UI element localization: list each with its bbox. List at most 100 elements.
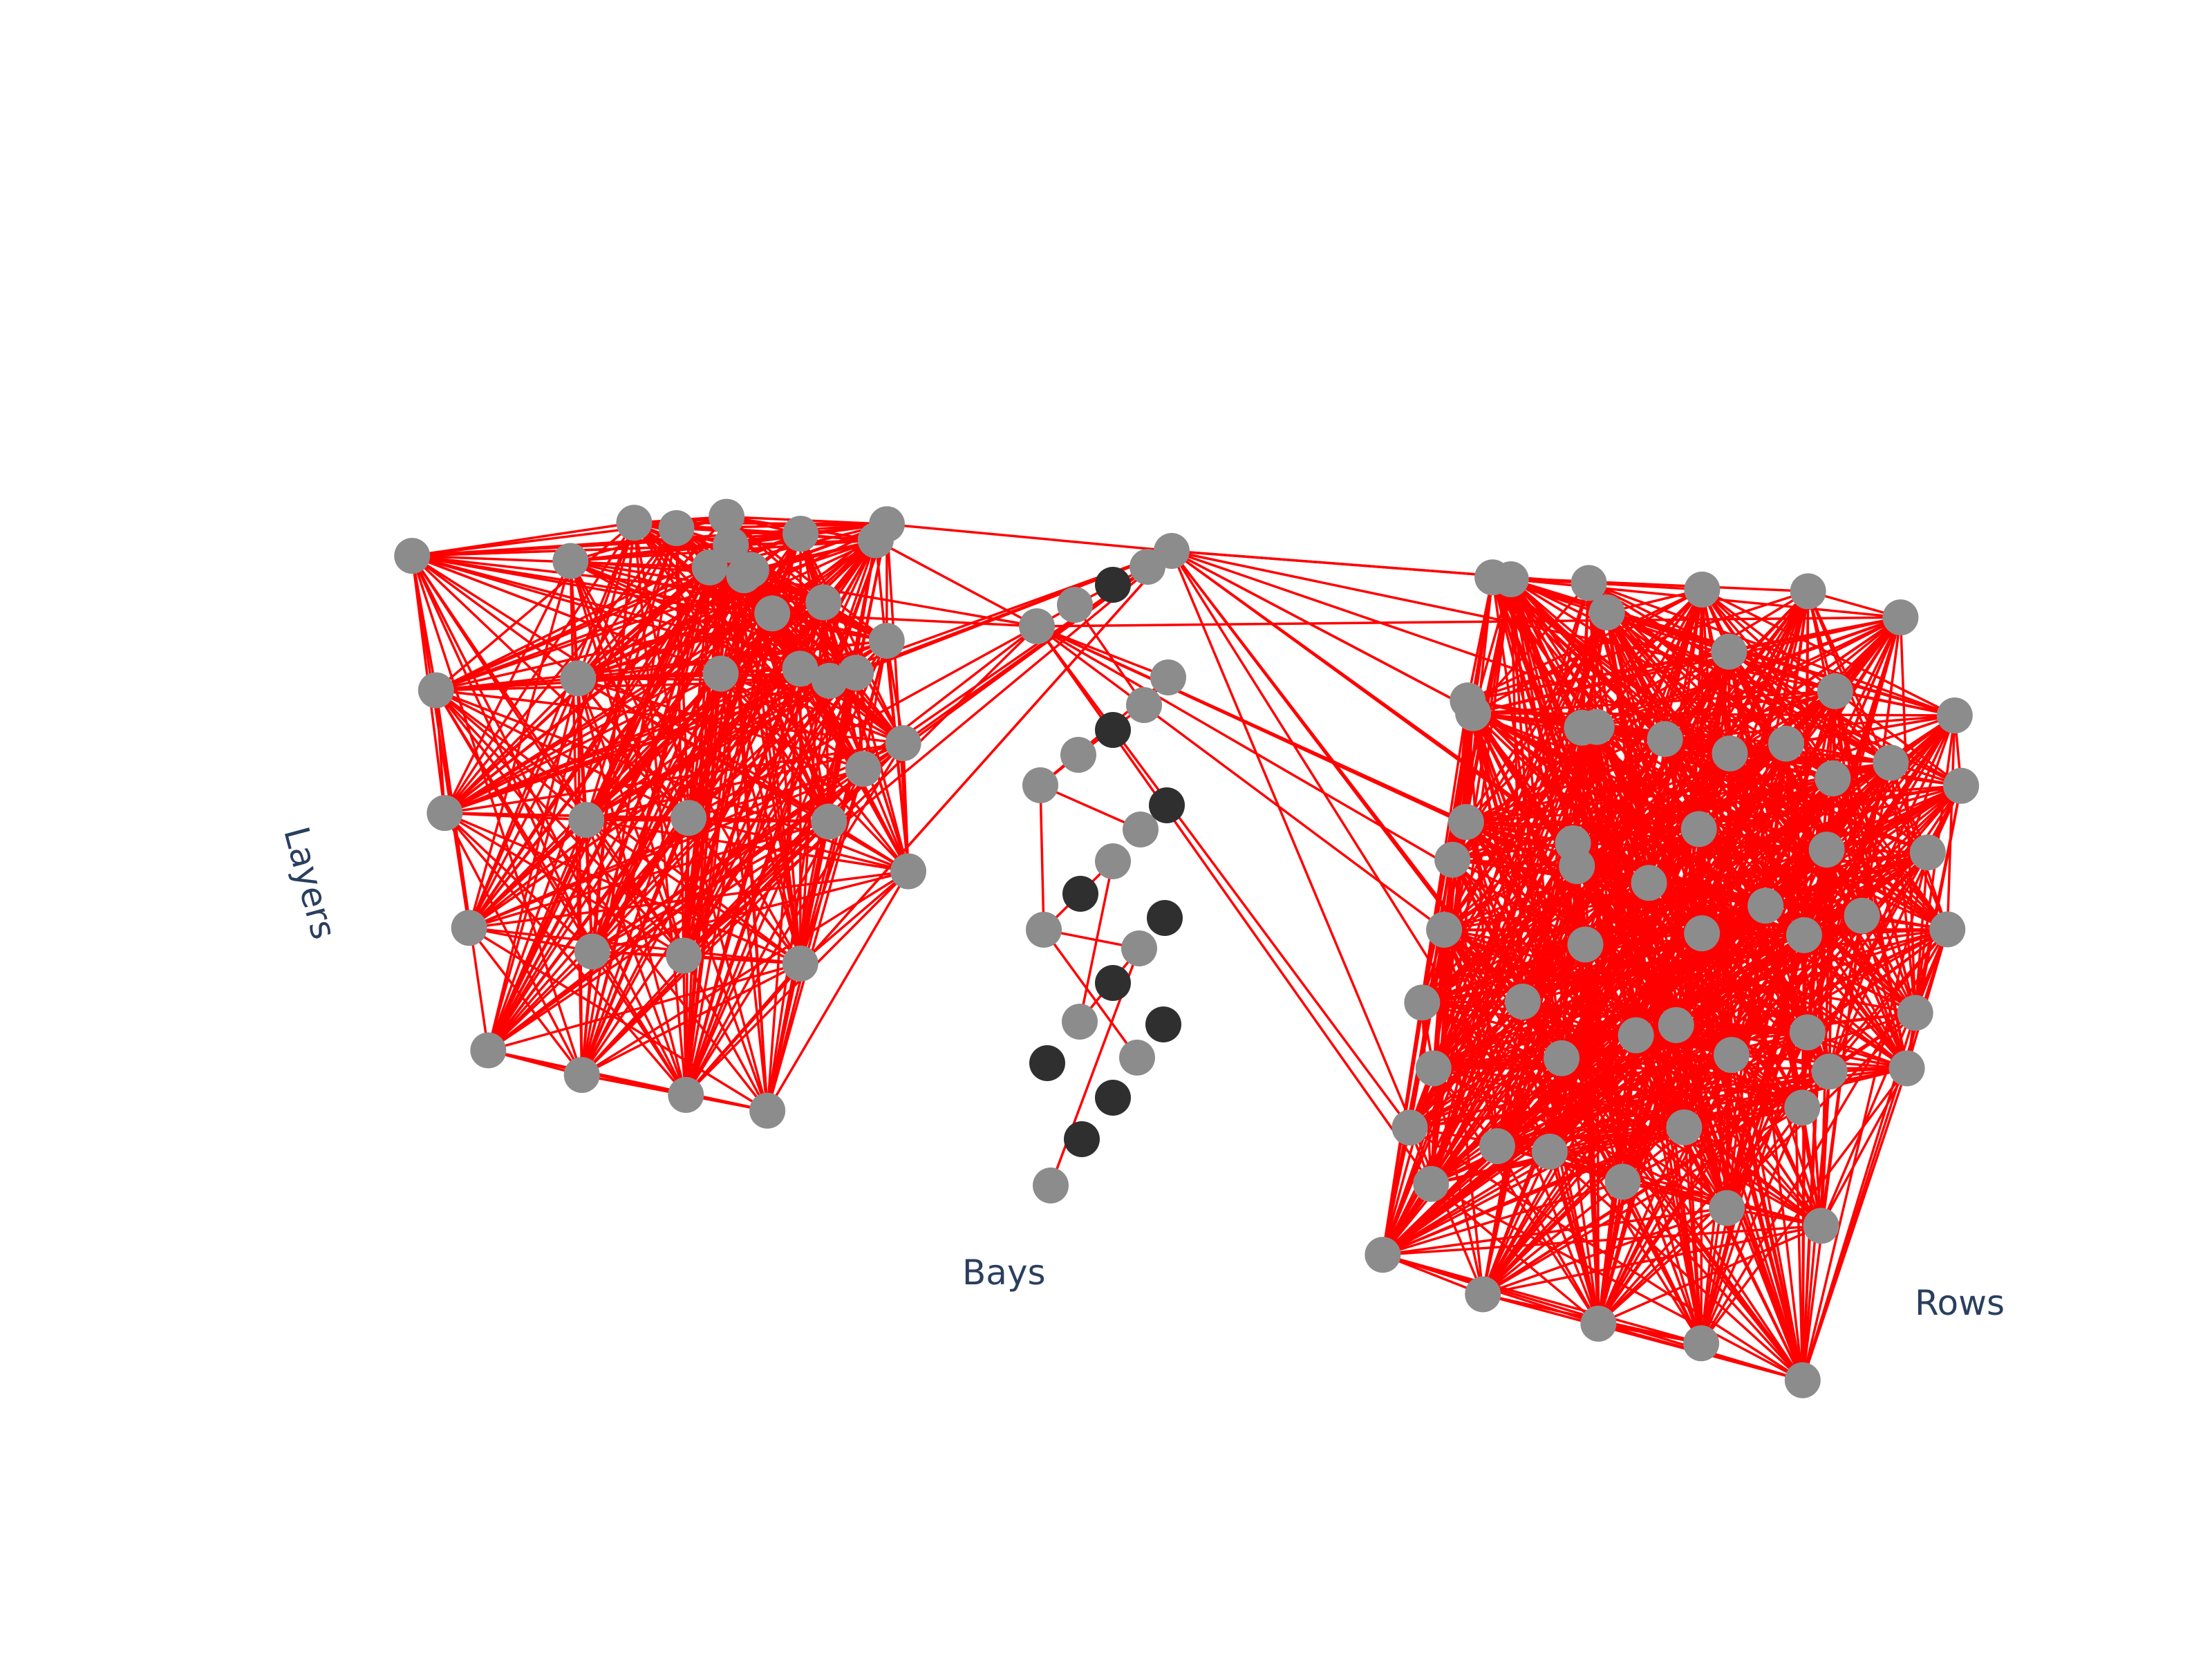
edge-rows: [1381, 929, 1445, 1255]
node-layers: [666, 937, 702, 974]
edge-rows: [1467, 699, 1809, 1033]
edge-rows: [1465, 821, 1573, 845]
node-rows: [1465, 1276, 1501, 1313]
edge-bridge: [1036, 625, 1703, 935]
edge-rows: [1597, 1012, 1916, 1325]
node-layers: [451, 910, 487, 946]
edge-layers: [632, 523, 687, 1096]
edge-rows: [1561, 1011, 1915, 1060]
node-rows: [1531, 1133, 1568, 1170]
node-bays-highlight: [1147, 900, 1183, 936]
edge-rows: [1430, 1057, 1563, 1185]
edge-bridge: [1170, 550, 1551, 1152]
node-layers: [845, 751, 881, 787]
edge-layers: [685, 870, 910, 1096]
edge-layers: [468, 522, 636, 928]
edge-layers: [468, 574, 745, 929]
edge-rows: [1622, 1181, 1804, 1381]
edge-rows: [1606, 612, 1703, 934]
edge-rows: [1730, 715, 1956, 1056]
edge-layers: [435, 566, 711, 692]
node-layers: [713, 527, 749, 563]
node-layers: [749, 1092, 786, 1129]
node-bays-highlight: [1095, 965, 1131, 1001]
edge-layers: [487, 574, 745, 1051]
edge-rows: [1803, 934, 1908, 1069]
node-layers: [890, 853, 927, 890]
edge-rows: [1465, 785, 1962, 823]
edge-layers: [684, 613, 774, 1096]
node-rows: [1391, 1109, 1428, 1146]
edge-rows: [1430, 1183, 1803, 1382]
edge-rows: [1548, 1151, 1600, 1324]
edge-rows: [1548, 843, 1575, 1152]
node-bays: [1060, 737, 1096, 773]
node-bays-highlight: [1095, 567, 1131, 603]
node-rows: [1936, 697, 1973, 734]
edge-bridge: [1170, 550, 1703, 935]
edge-bridge: [1035, 625, 1445, 931]
edge-bridge: [487, 550, 1173, 1051]
node-rows: [1683, 1325, 1720, 1362]
edge-bridge: [683, 550, 1173, 957]
edge-bridge: [886, 523, 1172, 552]
edge-layers: [709, 567, 802, 964]
edge-rows: [1730, 714, 1956, 755]
node-bays: [1123, 812, 1159, 847]
edge-rows: [1582, 690, 1836, 729]
node-rows: [1404, 984, 1441, 1021]
node-bays: [1062, 1004, 1098, 1040]
edge-bridge: [684, 550, 1173, 1096]
edge-rows: [1433, 1067, 1803, 1109]
node-rows: [1604, 1163, 1641, 1200]
edge-rows: [1549, 1067, 1907, 1153]
node-rows: [1684, 571, 1721, 608]
node-bays-highlight: [1149, 787, 1185, 823]
node-bays-highlight: [1145, 1006, 1181, 1042]
edge-layers: [766, 680, 831, 1112]
node-rows: [1747, 888, 1784, 924]
edge-rows: [1729, 690, 1836, 755]
node-layers: [552, 543, 589, 579]
edge-layers: [684, 574, 746, 1096]
edge-rows: [1491, 577, 1700, 830]
node-rows: [1413, 1165, 1450, 1202]
edge-layers: [633, 522, 910, 872]
edge-rows: [1443, 612, 1609, 930]
edge-bridge: [1036, 625, 1586, 946]
node-bays: [1022, 767, 1058, 803]
edge-rows: [1433, 934, 1805, 1070]
edge-bridge: [1170, 550, 1804, 1381]
edge-layers: [581, 601, 825, 1076]
node-rows: [1882, 599, 1919, 636]
node-rows: [1684, 915, 1721, 952]
edge-rows: [1700, 932, 1804, 1381]
edge-layers: [633, 521, 801, 670]
node-rows: [1434, 841, 1471, 878]
edge-rows: [1430, 928, 1949, 1185]
edge-bays: [1040, 784, 1141, 831]
node-rows: [1790, 573, 1826, 610]
edge-bridge: [875, 538, 1038, 628]
edge-layers: [487, 522, 636, 1051]
node-bays: [1150, 659, 1186, 695]
edge-rows: [1820, 1067, 1909, 1227]
edge-rows: [1381, 700, 1470, 1255]
node-layers: [418, 672, 454, 709]
node-rows: [1365, 1237, 1401, 1273]
edge-rows: [1801, 1067, 1909, 1381]
node-layers: [394, 538, 431, 574]
edge-rows: [1443, 777, 1834, 931]
node-layers: [668, 1077, 704, 1114]
edge-rows: [1443, 928, 1677, 1027]
edge-rows: [1834, 691, 1909, 1069]
edge-rows: [1432, 727, 1584, 1069]
node-rows: [1929, 911, 1966, 948]
edge-rows: [1584, 785, 1962, 946]
edge-layers: [435, 690, 447, 814]
node-bays: [1019, 608, 1055, 644]
edge-layers: [444, 677, 579, 814]
node-bays-highlight: [1095, 712, 1131, 748]
edge-layers: [435, 690, 490, 1051]
node-rows: [1873, 744, 1909, 781]
